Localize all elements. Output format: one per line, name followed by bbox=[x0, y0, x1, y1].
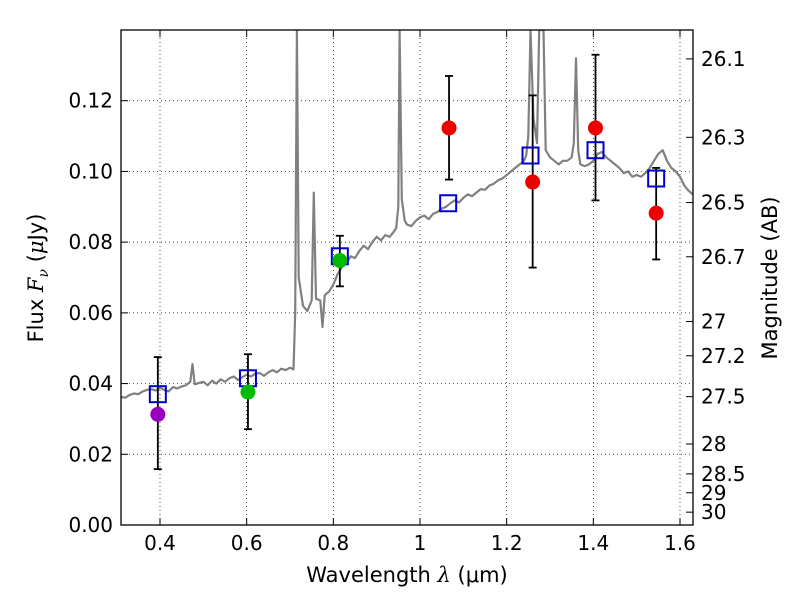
magnitude-tick-label: 26.1 bbox=[701, 47, 746, 71]
magnitude-tick-label: 28.5 bbox=[701, 462, 746, 486]
magnitude-tick-label: 26.5 bbox=[701, 191, 746, 215]
observed-flux-point bbox=[332, 253, 348, 269]
x-tick-label: 0.6 bbox=[231, 531, 263, 555]
model-photometry-square bbox=[148, 385, 167, 404]
plot-frame bbox=[120, 29, 694, 526]
x-tick-label: 0.8 bbox=[317, 531, 349, 555]
magnitude-tick-label: 26.7 bbox=[701, 245, 746, 269]
model-photometry-square bbox=[586, 141, 605, 160]
y-axis-ticks: 0.00 0.02 0.04 0.06 0.08 0.10 0.12 bbox=[68, 89, 128, 537]
x-tick-label: 1.4 bbox=[577, 531, 609, 555]
error-bars bbox=[153, 53, 661, 471]
observed-flux-point bbox=[648, 205, 664, 221]
observed-flux-point bbox=[525, 174, 541, 190]
y-tick-label: 0.08 bbox=[68, 230, 113, 254]
magnitude-tick-label: 27.2 bbox=[701, 344, 746, 368]
observed-flux-point bbox=[441, 120, 457, 136]
right-axis-label: Magnitude (AB) bbox=[758, 196, 782, 359]
observed-flux-point bbox=[240, 384, 256, 400]
model-photometry-squares bbox=[148, 141, 666, 404]
observed-flux-point bbox=[588, 120, 603, 136]
x-tick-label: 1.6 bbox=[664, 531, 696, 555]
y-tick-label: 0.04 bbox=[68, 372, 113, 396]
observed-points bbox=[150, 120, 664, 422]
y-tick-label: 0.00 bbox=[68, 513, 113, 537]
y-tick-label: 0.12 bbox=[68, 89, 113, 113]
observed-flux-point bbox=[150, 406, 166, 422]
y-tick-label: 0.10 bbox=[68, 159, 113, 183]
grid-lines bbox=[121, 30, 693, 526]
y-tick-label: 0.02 bbox=[68, 442, 113, 466]
model-photometry-square bbox=[439, 194, 458, 213]
magnitude-tick-label: 30 bbox=[701, 500, 726, 524]
magnitude-tick-label: 27 bbox=[701, 310, 726, 334]
magnitude-tick-label: 27.5 bbox=[701, 385, 746, 409]
magnitude-tick-label: 29 bbox=[701, 481, 726, 505]
y-axis-label: Flux Fν (μJy) bbox=[24, 214, 52, 343]
data-layer bbox=[121, 30, 693, 471]
model-photometry-square bbox=[647, 169, 666, 188]
magnitude-tick-label: 28 bbox=[701, 432, 726, 456]
model-spectrum-line bbox=[121, 30, 693, 399]
magnitude-tick-label: 26.3 bbox=[701, 125, 746, 149]
x-tick-label: 1.2 bbox=[491, 531, 523, 555]
x-axis-label: Wavelength λ (μm) bbox=[306, 563, 507, 587]
y-tick-label: 0.06 bbox=[68, 301, 113, 325]
x-tick-label: 1 bbox=[414, 531, 427, 555]
x-tick-label: 0.4 bbox=[144, 531, 176, 555]
model-photometry-square bbox=[521, 146, 540, 165]
x-axis-ticks: 0.4 0.6 0.8 1 1.2 1.4 1.6 bbox=[144, 30, 696, 555]
